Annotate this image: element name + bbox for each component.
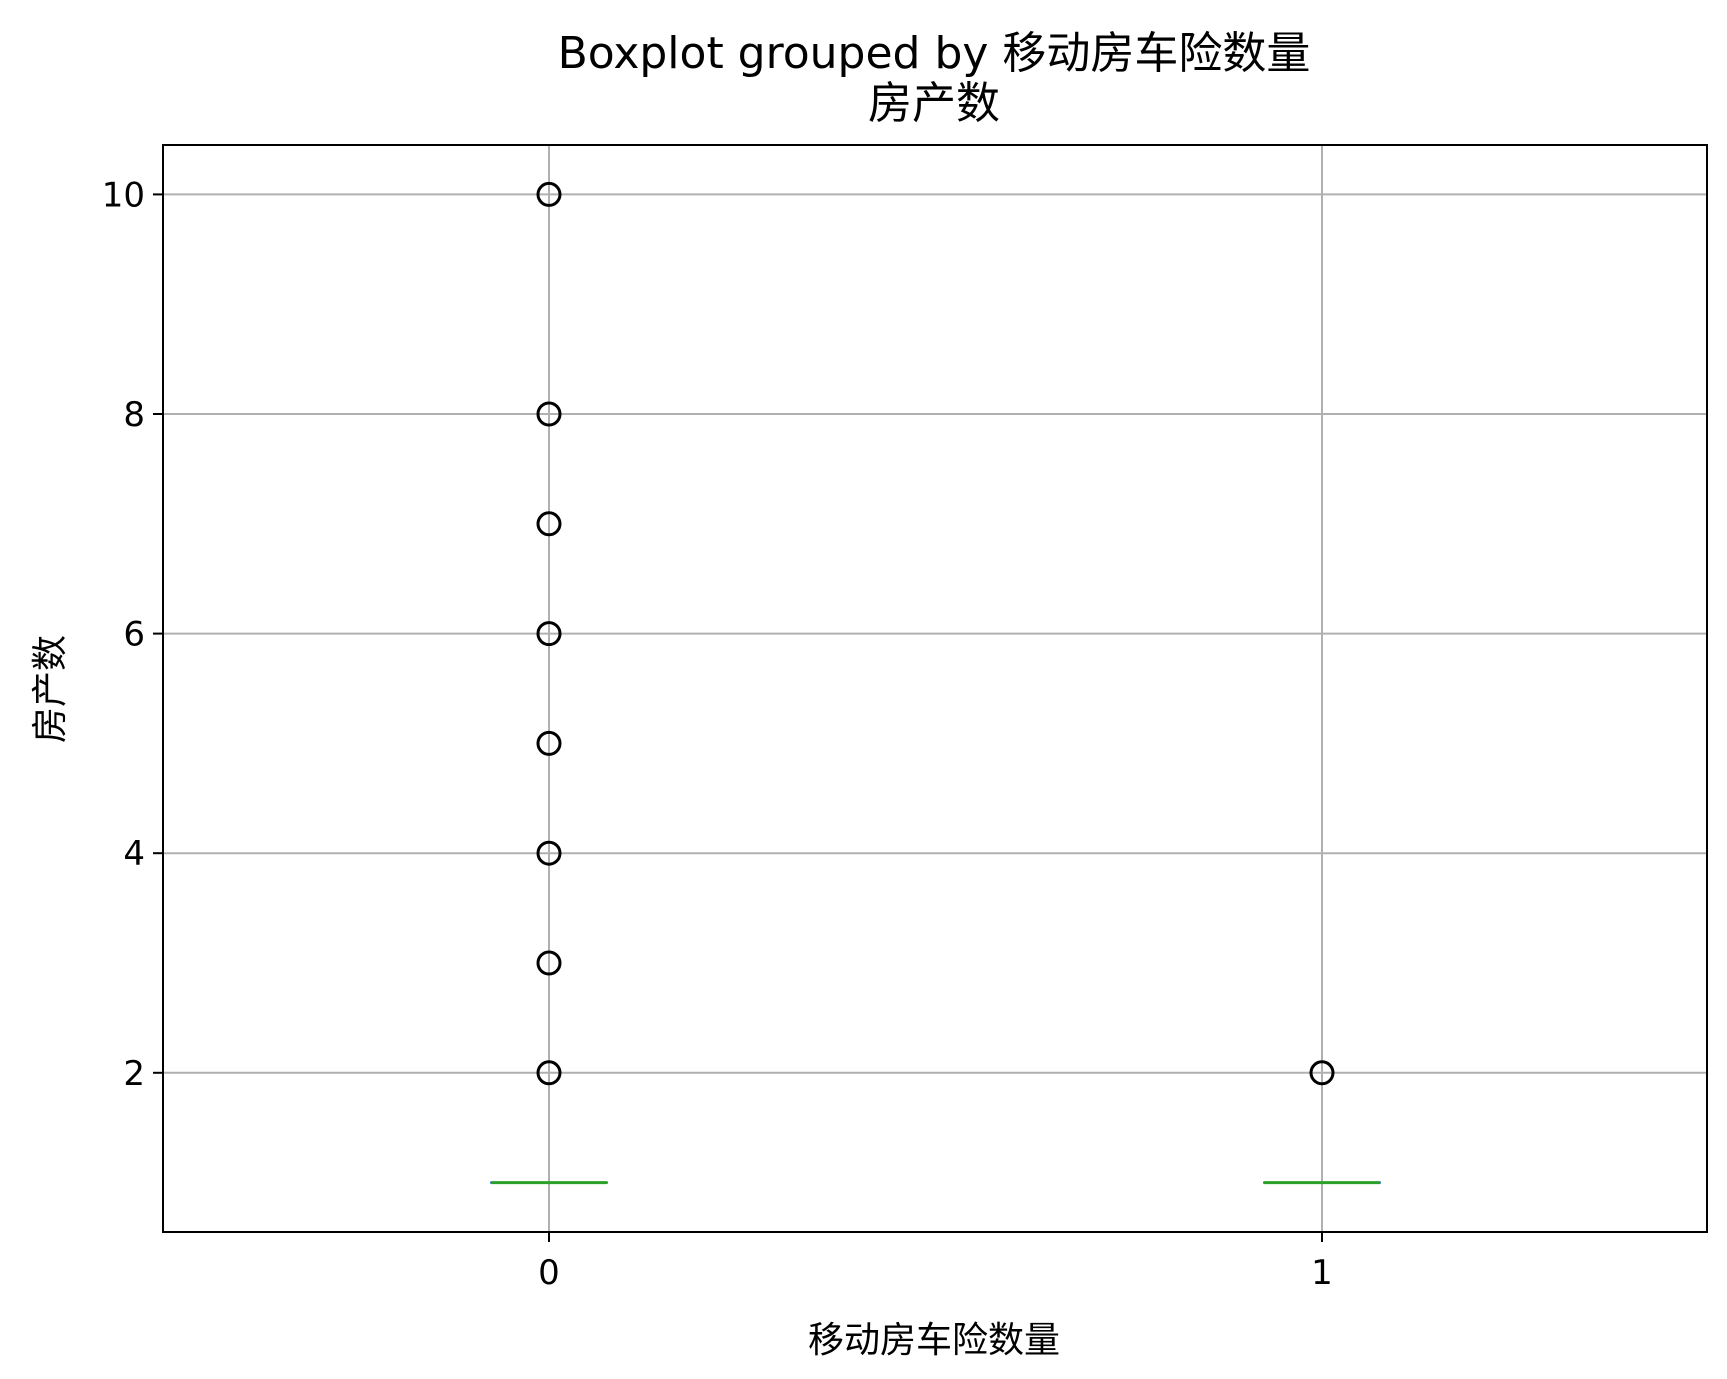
y-tick-label: 8	[123, 395, 145, 435]
outlier-point	[536, 840, 562, 866]
plot-frame	[162, 144, 1708, 1233]
y-tick-label: 6	[123, 615, 145, 655]
x-tick-label: 1	[1311, 1253, 1333, 1293]
outlier-point	[536, 1060, 562, 1086]
outlier-point	[536, 401, 562, 427]
y-tick-label: 10	[102, 175, 145, 215]
outlier-point	[1309, 1060, 1335, 1086]
chart-title: Boxplot grouped by 移动房车险数量	[558, 28, 1311, 79]
y-axis-label: 房产数	[30, 635, 71, 743]
outlier-point	[536, 950, 562, 976]
x-tick-label: 0	[538, 1253, 560, 1293]
outlier-point	[536, 511, 562, 537]
outlier-point	[536, 181, 562, 207]
grid-lines	[163, 145, 1707, 1232]
outlier-points	[536, 181, 1335, 1086]
outlier-point	[536, 621, 562, 647]
x-axis-label: 移动房车险数量	[808, 1320, 1060, 1361]
y-tick-label: 4	[123, 834, 145, 874]
y-tick-label: 2	[123, 1054, 145, 1094]
chart-subtitle: 房产数	[868, 78, 1000, 129]
axis-ticks: 2 4 6 8 10 0 1	[102, 175, 1333, 1293]
outlier-point	[536, 730, 562, 756]
